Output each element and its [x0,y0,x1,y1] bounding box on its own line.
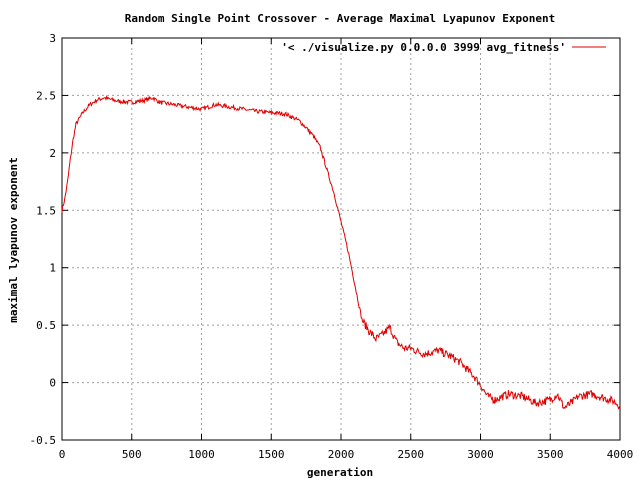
y-tick-label: 2 [49,147,56,160]
y-tick-label: 0 [49,377,56,390]
x-tick-label: 500 [122,448,142,461]
x-tick-label: 2500 [398,448,425,461]
x-tick-label: 0 [59,448,66,461]
chart-title: Random Single Point Crossover - Average … [125,12,555,25]
y-tick-label: 0.5 [36,319,56,332]
y-tick-label: 1.5 [36,204,56,217]
grid-lines [62,38,620,440]
y-tick-label: -0.5 [30,434,57,447]
plot-area-frame [61,37,621,441]
y-axis-label: maximal lyapunov exponent [7,157,20,323]
series-line [61,94,621,410]
y-tick-label: 2.5 [36,89,56,102]
y-tick-label: 3 [49,32,56,45]
x-tick-label: 1000 [188,448,215,461]
x-tick-label: 2000 [328,448,355,461]
x-axis-label: generation [307,466,373,479]
legend-label: '< ./visualize.py 0.0.0.0 3999 avg_fitne… [281,41,566,54]
axis-ticks: -0.500.511.522.530 500 1000 1500 2000 2500 300… [30,32,634,461]
x-tick-label: 1500 [258,448,285,461]
x-tick-label: 4000 [607,448,634,461]
y-tick-label: 1 [49,262,56,275]
x-tick-label: 3500 [537,448,564,461]
x-tick-label: 3000 [467,448,494,461]
series-group [61,94,621,410]
